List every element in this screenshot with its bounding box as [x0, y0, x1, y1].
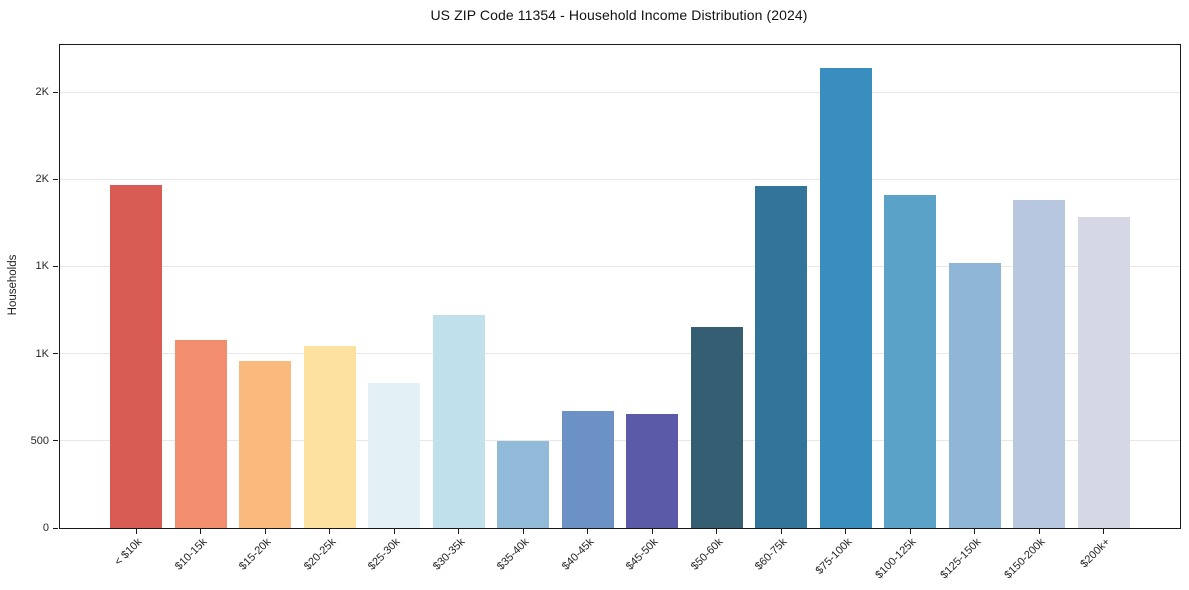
bar-100-125k [884, 194, 936, 528]
x-tick-mark [780, 529, 782, 534]
y-tick-mark [53, 527, 58, 529]
bar-15-20k [239, 361, 291, 528]
x-tick-mark [909, 529, 911, 534]
bar-40-45k [561, 411, 614, 528]
y-tick-mark [53, 440, 58, 442]
x-tick-mark [135, 529, 137, 534]
y-tick-label: 1K [35, 347, 49, 360]
x-tick-mark [974, 529, 975, 534]
x-tick-label: $100-125k [873, 536, 919, 582]
x-tick-label: $200k+ [1077, 536, 1112, 571]
y-tick-mark [53, 178, 58, 180]
y-gridline [60, 353, 1180, 355]
x-tick-label: $20-25k [301, 536, 338, 573]
chart-title: US ZIP Code 11354 - Household Income Dis… [430, 7, 808, 23]
x-tick-label: $45-50k [623, 536, 661, 573]
x-tick-label: $10-15k [172, 536, 209, 573]
y-gridline [60, 265, 1180, 267]
y-tick-label: 0 [42, 522, 49, 534]
bar-125-150k [948, 262, 1001, 528]
bar-60-75k [755, 186, 807, 528]
bar-20-25k [303, 345, 356, 528]
y-tick-label: 2K [35, 173, 49, 186]
x-tick-mark [329, 529, 330, 534]
x-tick-label: $40-45k [559, 536, 596, 573]
x-tick-mark [393, 529, 395, 534]
bar-25-30k [368, 383, 420, 528]
bar-10k [110, 184, 162, 528]
x-tick-mark [845, 529, 846, 534]
x-tick-label: $75-100k [813, 536, 854, 577]
y-gridline [60, 91, 1180, 93]
bar-75-100k [819, 67, 872, 528]
x-tick-mark [200, 529, 201, 534]
y-tick-label: 2K [35, 86, 49, 99]
x-tick-mark [264, 529, 266, 534]
x-tick-label: $15-20k [236, 536, 274, 573]
bar-10-15k [174, 339, 227, 528]
bar-150-200k [1013, 200, 1065, 528]
bar-35-40k [497, 440, 549, 528]
bar-200k [1077, 216, 1130, 528]
x-tick-label: $25-30k [365, 536, 403, 573]
x-tick-mark [522, 529, 524, 534]
x-tick-label: $125-150k [937, 536, 983, 582]
y-tick-label: 1K [35, 260, 49, 273]
x-tick-mark [716, 529, 717, 534]
x-tick-mark [458, 529, 459, 534]
plot-area: 0 500 1K 1K 2K 2K < $10k $10-15k $15-20k $20-25k $… [31, 44, 1181, 581]
bar-50-60k [690, 327, 743, 528]
bar-45-50k [626, 413, 678, 528]
y-gridline [60, 178, 1180, 180]
bar-30-35k [432, 315, 485, 528]
y-tick-mark [53, 91, 58, 93]
y-tick-mark [53, 265, 58, 267]
x-tick-label: $35-40k [494, 536, 532, 573]
x-tick-mark [1038, 529, 1040, 534]
x-tick-mark [1103, 529, 1104, 534]
x-tick-label: $30-35k [430, 536, 467, 573]
y-tick-mark [53, 353, 58, 355]
y-gridline [60, 440, 1180, 442]
x-tick-mark [651, 529, 653, 534]
y-axis-label: Households [7, 254, 19, 316]
y-tick-label: 500 [30, 434, 49, 447]
x-tick-label: $50-60k [688, 536, 725, 573]
x-tick-label: $150-200k [1002, 536, 1048, 582]
x-tick-label: $60-75k [752, 536, 790, 573]
x-tick-label: < $10k [112, 536, 145, 569]
x-tick-mark [587, 529, 588, 534]
